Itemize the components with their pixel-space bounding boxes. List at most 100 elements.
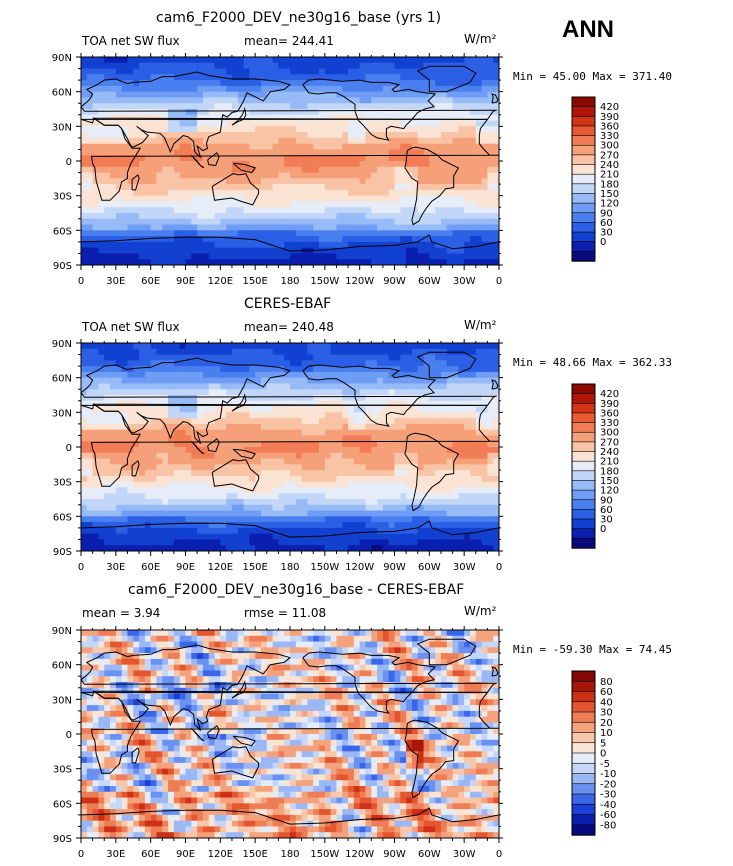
colorbar-swatch [571, 96, 596, 108]
y-tick-label: 90S [53, 547, 72, 558]
colorbar-swatch [571, 202, 596, 214]
x-tick-label: 30W [453, 562, 476, 573]
colorbar-swatch [571, 752, 596, 764]
colorbar-swatch [571, 670, 596, 682]
colorbar-label: 360 [600, 121, 619, 132]
colorbar-swatch [571, 470, 596, 482]
continent-outline [232, 448, 257, 460]
y-tick-label: 30N [52, 695, 72, 706]
x-tick-label: 120E [208, 562, 233, 573]
colorbar-label: 390 [600, 399, 619, 410]
continent-outline [404, 432, 460, 512]
panel-3-rmse-label: rmse = 11.08 [244, 606, 327, 620]
panel-2-variable-label: TOA net SW flux [82, 320, 180, 334]
continent-outline [231, 680, 247, 699]
colorbar-swatch [571, 480, 596, 491]
colorbar-label: -5 [600, 759, 610, 770]
colorbar-label: 90 [600, 495, 613, 506]
colorbar-label: 120 [600, 199, 619, 210]
continent-outline [232, 162, 257, 174]
colorbar-swatch [571, 528, 596, 540]
x-tick-label: 60W [418, 276, 441, 287]
x-tick-label: 0 [496, 562, 502, 573]
colorbar-label: 270 [600, 437, 619, 448]
x-tick-label: 120E [208, 849, 233, 860]
colorbar-swatch [571, 183, 596, 195]
colorbar-label: 10 [600, 728, 613, 739]
continent-outline [404, 719, 460, 799]
colorbar-swatch [571, 193, 596, 204]
y-tick-label: 60N [52, 374, 72, 385]
colorbar-label: 60 [600, 687, 613, 698]
continent-outline [404, 146, 460, 226]
coastlines-2 [81, 351, 499, 551]
colorbar-label: 0 [600, 749, 606, 760]
x-tick-label: 0 [78, 849, 84, 860]
x-tick-label: 120W [345, 849, 374, 860]
panel-1-units: W/m² [464, 32, 497, 46]
y-tick-label: 90S [53, 261, 72, 272]
panel-1-title: cam6_F2000_DEV_ne30g16_base (yrs 1) [156, 10, 442, 26]
y-tick-label: 60S [53, 799, 72, 810]
panel-1-mean-label: mean= 244.41 [244, 34, 334, 48]
colorbar-label: 390 [600, 112, 619, 123]
continent-outline [207, 152, 220, 167]
continent-outline [491, 666, 499, 677]
colorbar-frame [571, 383, 596, 549]
panel-2-units: W/m² [464, 318, 497, 332]
colorbar-label: 150 [600, 476, 619, 487]
continent-outline [190, 727, 205, 742]
continent-outline [416, 65, 477, 93]
map-panel-2: 0 30E 60E 90E 120E 150E 180 150W 120W 90W 60W 30W 09… [52, 339, 503, 573]
y-tick-label: 90S [53, 834, 72, 845]
panel-3-minmax: Min = -59.30 Max = 74.45 [513, 643, 672, 656]
colorbar-label: 210 [600, 457, 619, 468]
colorbar-swatch [571, 509, 596, 520]
colorbar-label: 270 [600, 150, 619, 161]
colorbar-label: 0 [600, 237, 606, 248]
colorbar-frame [571, 96, 596, 262]
colorbar-swatch [571, 451, 596, 462]
colorbar-label: 60 [600, 218, 613, 229]
colorbar-label: 120 [600, 486, 619, 497]
colorbar-swatch [571, 154, 596, 166]
colorbar-swatch [571, 125, 596, 137]
colorbar-label: 330 [600, 131, 619, 142]
x-tick-label: 60E [141, 562, 160, 573]
y-tick-label: 90N [52, 339, 72, 350]
continent-outline [131, 747, 140, 764]
panel-2-title: CERES-EBAF [244, 296, 332, 312]
colorbar-swatch [571, 721, 596, 734]
y-tick-label: 0 [66, 443, 72, 454]
continent-outline [81, 234, 499, 265]
colorbar-swatch [571, 231, 596, 243]
colorbar-swatch [571, 783, 596, 795]
colorbar-label: -80 [600, 820, 616, 831]
colorbar-label: -30 [600, 790, 616, 801]
x-tick-label: 0 [496, 276, 502, 287]
continent-outline [491, 93, 499, 104]
y-tick-label: 60N [52, 88, 72, 99]
colorbar-label: 210 [600, 170, 619, 181]
coastlines-1 [81, 65, 499, 265]
colorbar-label: 300 [600, 428, 619, 439]
colorbar-label: 40 [600, 697, 613, 708]
colorbar-label: -40 [600, 800, 616, 811]
colorbar-swatch [571, 460, 596, 472]
continent-outline [131, 460, 140, 477]
x-tick-label: 0 [496, 849, 502, 860]
y-tick-label: 90N [52, 626, 72, 637]
continent-outline [207, 725, 220, 740]
colorbar-label: 300 [600, 141, 619, 152]
panel-3-mean-label: mean = 3.94 [82, 606, 161, 620]
x-tick-label: 90W [383, 276, 406, 287]
continent-outline [90, 403, 499, 487]
x-tick-label: 60W [418, 562, 441, 573]
map-panel-1: 0 30E 60E 90E 120E 150E 180 150W 120W 90W 60W 30W 09… [52, 53, 503, 287]
y-tick-label: 30S [53, 192, 72, 203]
panel-3-units: W/m² [464, 604, 497, 618]
y-tick-label: 60S [53, 512, 72, 523]
x-tick-label: 0 [78, 276, 84, 287]
x-tick-label: 150W [310, 849, 339, 860]
